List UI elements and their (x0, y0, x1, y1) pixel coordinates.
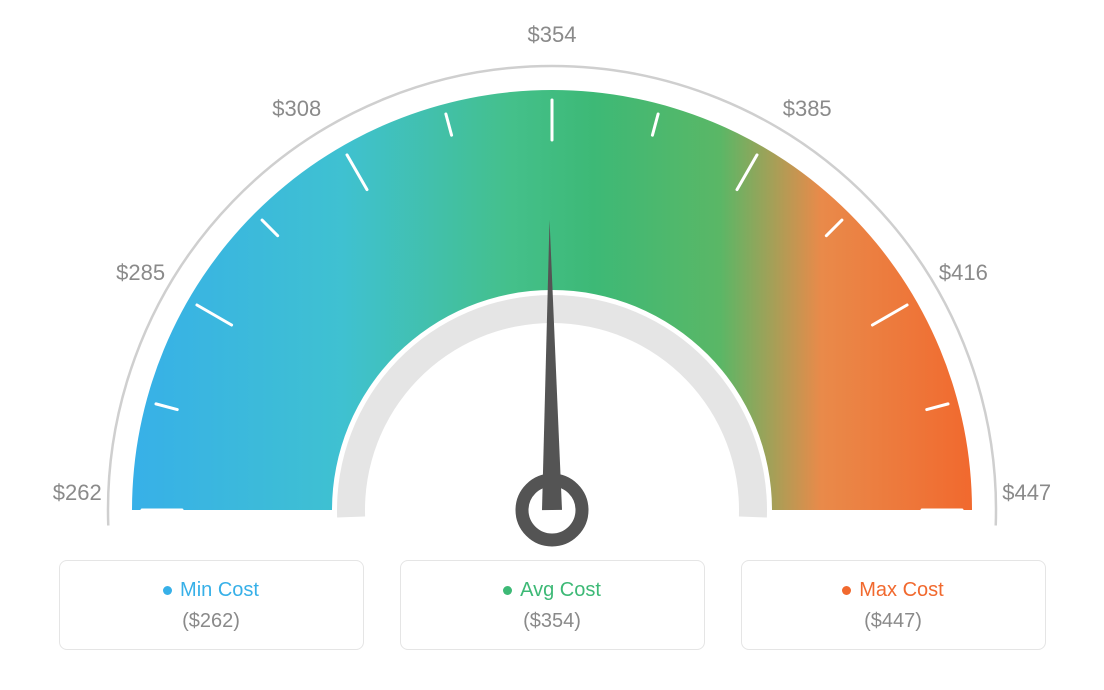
legend-dot-avg (503, 586, 512, 595)
gauge-tick-label: $262 (53, 480, 102, 506)
legend-value-max: ($447) (752, 610, 1035, 633)
legend-card-avg: Avg Cost ($354) (400, 560, 705, 650)
legend-value-avg: ($354) (411, 610, 694, 633)
legend-label-min: Min Cost (180, 579, 259, 602)
gauge-tick-label: $447 (1002, 480, 1051, 506)
gauge-tick-label: $354 (528, 22, 577, 48)
legend-dot-max (842, 586, 851, 595)
gauge-chart: $262 $285 $308 $354 $385 $416 $447 (0, 0, 1104, 560)
gauge-tick-label: $385 (783, 96, 832, 122)
gauge-tick-label: $416 (939, 260, 988, 286)
legend-row: Min Cost ($262) Avg Cost ($354) Max Cost… (0, 560, 1104, 650)
gauge-tick-label: $308 (272, 96, 321, 122)
legend-label-max: Max Cost (859, 579, 943, 602)
legend-card-max: Max Cost ($447) (741, 560, 1046, 650)
legend-card-min: Min Cost ($262) (59, 560, 364, 650)
legend-value-min: ($262) (70, 610, 353, 633)
legend-label-avg: Avg Cost (520, 579, 601, 602)
legend-dot-min (163, 586, 172, 595)
gauge-tick-label: $285 (116, 260, 165, 286)
